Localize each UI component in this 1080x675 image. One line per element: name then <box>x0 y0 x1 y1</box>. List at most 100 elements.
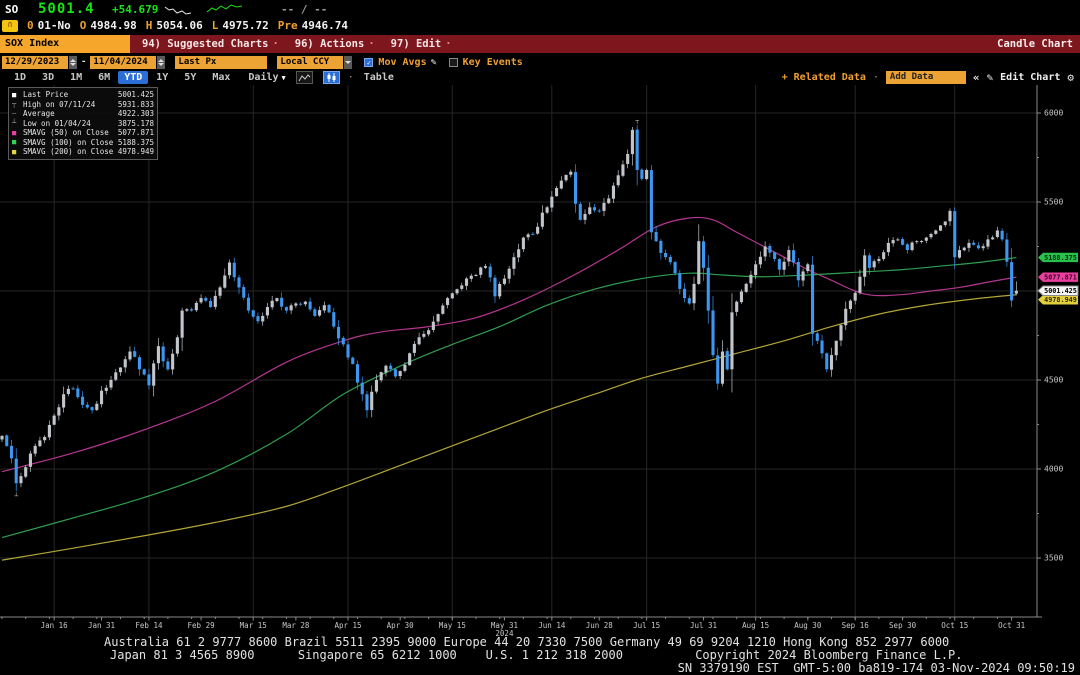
prev-label: Pre <box>277 19 298 32</box>
svg-text:Jun 14: Jun 14 <box>538 621 566 630</box>
range-tabs: 1D 3D 1M 6M YTD 1Y 5Y Max <box>6 71 238 84</box>
svg-text:3500: 3500 <box>1044 554 1063 563</box>
quote-line-1: SO 5001.4 +54.679 -- / -- <box>0 1 1080 17</box>
legend-marker-icon: ┴ <box>12 119 17 128</box>
currency-dropdown[interactable] <box>344 55 353 69</box>
low-label: L <box>211 19 219 32</box>
range-tabs-bar: 1D 3D 1M 6M YTD 1Y 5Y Max Daily ▼ · Table + Rel… <box>0 70 1080 85</box>
range-tab[interactable]: 6M <box>98 72 111 83</box>
legend-marker-icon: ■ <box>12 138 17 147</box>
svg-text:Mar 15: Mar 15 <box>240 621 267 630</box>
svg-text:May 31: May 31 <box>491 621 518 630</box>
high-value: 5054.06 <box>156 19 203 32</box>
date-to-input[interactable]: 11/04/2024 <box>90 55 157 69</box>
tabs-separator-dot: · <box>347 72 354 83</box>
range-tab[interactable]: 1Y <box>156 72 169 83</box>
period-dropdown-icon[interactable]: ▼ <box>281 73 286 82</box>
key-events-label: Key Events <box>462 56 523 68</box>
chart-toolbar: 12/29/2023 - 11/04/2024 Last Px Local CC… <box>0 54 1080 70</box>
mov-avgs-label: Mov Avgs <box>378 56 427 68</box>
price-change: +54.679 <box>112 3 159 16</box>
line-chart-icon[interactable] <box>295 71 313 84</box>
legend-row[interactable]: ■ SMAVG (100) on Close 5188.375 <box>12 138 154 148</box>
svg-text:Jan 16: Jan 16 <box>41 621 69 630</box>
svg-text:Feb 29: Feb 29 <box>188 621 215 630</box>
svg-text:Mar 28: Mar 28 <box>282 621 310 630</box>
range-tab[interactable]: 1M <box>70 72 83 83</box>
svg-text:6000: 6000 <box>1044 109 1063 118</box>
range-tab[interactable]: YTD <box>118 71 149 84</box>
mov-avgs-edit-icon[interactable]: ✎ <box>430 56 437 68</box>
related-data-button[interactable]: + Related Data <box>781 72 866 83</box>
svg-text:Aug 15: Aug 15 <box>742 621 769 630</box>
legend-row[interactable]: ┴ Low on 01/04/24 3875.178 <box>12 119 154 129</box>
bid-ask-na: -- / -- <box>281 3 328 16</box>
svg-text:Apr 15: Apr 15 <box>334 621 361 630</box>
security-ticker-box[interactable]: SOX Index <box>0 35 130 53</box>
legend-label: SMAVG (100) on Close <box>23 137 114 147</box>
mov-avgs-checkbox[interactable]: ✓ <box>364 57 374 67</box>
price-field-select[interactable]: Last Px <box>175 55 268 69</box>
range-tab[interactable]: 1D <box>14 72 27 83</box>
legend-value: 4922.303 <box>117 109 154 119</box>
last-price: 5001.4 <box>38 1 95 17</box>
alert-icon[interactable]: ∩ <box>2 19 18 32</box>
svg-text:4000: 4000 <box>1044 465 1063 474</box>
footer-terminal-id: SN 3379190 EST GMT-5:00 ba819-174 03-Nov… <box>677 661 1075 675</box>
svg-text:4500: 4500 <box>1044 376 1063 385</box>
legend-row[interactable]: ■ Last Price 5001.425 <box>12 90 154 100</box>
svg-text:Aug 30: Aug 30 <box>794 621 822 630</box>
session-flag: 0 <box>27 19 34 32</box>
legend-value: 5077.871 <box>117 128 154 138</box>
chart-legend: ■ Last Price 5001.425 ┬ High on 07/11/24… <box>8 87 158 160</box>
edit-chart-pencil-icon[interactable]: ✎ <box>986 71 994 84</box>
legend-value: 3875.178 <box>117 118 154 128</box>
legend-row[interactable]: ┬ High on 07/11/24 5931.833 <box>12 100 154 110</box>
currency-select[interactable]: Local CCY <box>277 55 344 69</box>
high-label: H <box>145 19 153 32</box>
menu-item[interactable]: 97) Edit · <box>390 38 452 50</box>
key-events-checkbox[interactable] <box>448 57 458 67</box>
legend-rows: ■ Last Price 5001.425 ┬ High on 07/11/24… <box>12 90 154 157</box>
svg-text:5188.375: 5188.375 <box>1044 254 1077 262</box>
date-range-dash: - <box>81 57 87 67</box>
date-from-input[interactable]: 12/29/2023 <box>2 55 68 69</box>
legend-marker-icon: ╌ <box>12 109 17 118</box>
edit-chart-button[interactable]: Edit Chart <box>1000 72 1061 83</box>
legend-row[interactable]: ■ SMAVG (200) on Close 4978.949 <box>12 147 154 157</box>
collapse-panel-icon[interactable]: « <box>972 71 980 84</box>
related-data-caret: · <box>872 72 879 83</box>
svg-text:Jul 15: Jul 15 <box>633 621 660 630</box>
quote-line-2: ∩ 0 01-No O 4984.98 H 5054.06 L 4975.72 … <box>0 17 1080 34</box>
menu-item[interactable]: 96) Actions · <box>294 38 375 50</box>
menu-bar: SOX Index 94) Suggested Charts · 96) Actio… <box>0 35 1080 53</box>
range-tab[interactable]: 5Y <box>184 72 197 83</box>
chart-type-label: Candle Chart <box>997 38 1073 50</box>
svg-text:Jul 31: Jul 31 <box>690 621 717 630</box>
chart-settings-gear-icon[interactable]: ⚙ <box>1067 71 1074 84</box>
period-select[interactable]: Daily <box>248 72 279 83</box>
svg-text:Sep 16: Sep 16 <box>842 621 870 630</box>
range-tab[interactable]: 3D <box>42 72 55 83</box>
legend-row[interactable]: ■ SMAVG (50) on Close 5077.871 <box>12 128 154 138</box>
add-data-input[interactable]: Add Data <box>885 71 966 84</box>
session-date: 01-No <box>37 19 71 32</box>
open-label: O <box>79 19 87 32</box>
menu-item[interactable]: 94) Suggested Charts · <box>142 38 279 50</box>
legend-value: 4978.949 <box>117 147 154 157</box>
svg-text:Feb 14: Feb 14 <box>135 621 163 630</box>
legend-row[interactable]: ╌ Average 4922.303 <box>12 109 154 119</box>
range-tab[interactable]: Max <box>212 72 231 83</box>
candle-chart-icon[interactable] <box>322 71 340 84</box>
legend-marker-icon: ■ <box>12 147 17 156</box>
chart-area[interactable]: ■ Last Price 5001.425 ┬ High on 07/11/24… <box>0 85 1080 645</box>
svg-text:5077.871: 5077.871 <box>1044 274 1077 282</box>
date-from-stepper[interactable] <box>69 55 77 69</box>
date-to-stepper[interactable] <box>157 55 166 69</box>
table-button[interactable]: Table <box>363 72 394 83</box>
legend-label: Average <box>23 109 55 119</box>
svg-text:Apr 30: Apr 30 <box>387 621 415 630</box>
svg-text:4978.949: 4978.949 <box>1044 296 1077 304</box>
